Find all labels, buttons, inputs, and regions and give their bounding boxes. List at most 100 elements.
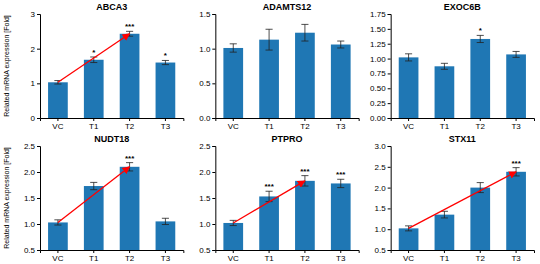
y-axis: 0.51.01.52.02.53.0 xyxy=(375,142,392,255)
y-tick: 3.0 xyxy=(375,142,391,151)
x-axis: VCT1T2T3 xyxy=(216,118,359,131)
y-tick-label: 1 xyxy=(31,79,36,88)
bar xyxy=(506,54,526,118)
y-tick-mark xyxy=(212,224,215,225)
significance-label: *** xyxy=(264,182,274,191)
y-tick-mark xyxy=(212,250,215,251)
y-tick-mark xyxy=(37,14,40,15)
y-tick: 1.5 xyxy=(375,204,391,213)
x-tick-mark xyxy=(516,250,517,253)
error-bar xyxy=(162,60,169,64)
x-tick-label: T1 xyxy=(440,122,450,131)
x-tick-label: T2 xyxy=(300,254,310,263)
x-axis-line xyxy=(391,251,534,254)
x-tick-mark xyxy=(340,118,341,121)
y-tick: 1.5 xyxy=(199,194,215,203)
x-tick: T2 xyxy=(300,250,310,263)
y-tick: 2.0 xyxy=(24,168,40,177)
x-tick: T3 xyxy=(511,118,521,131)
y-tick-label: 0.25 xyxy=(370,99,386,108)
chart-container: 0123VCT1T2T3*****ABCA3Related mRNA expre… xyxy=(0,0,540,264)
error-bar xyxy=(405,54,412,61)
y-tick: 1.25 xyxy=(370,40,391,49)
y-tick-label: 0.5 xyxy=(199,246,211,255)
y-tick-mark xyxy=(388,229,391,230)
y-tick: 0 xyxy=(31,114,40,123)
y-tick-label: 0.5 xyxy=(24,246,36,255)
x-tick: T3 xyxy=(511,250,521,263)
x-tick-mark xyxy=(165,250,166,253)
y-tick-label: 0.75 xyxy=(370,69,386,78)
x-tick: T3 xyxy=(336,250,346,263)
y-tick-label: 1.75 xyxy=(370,10,386,19)
x-tick-mark xyxy=(444,250,445,253)
y-tick-mark xyxy=(388,88,391,89)
y-tick-mark xyxy=(37,83,40,84)
bar xyxy=(120,34,140,118)
y-axis-line xyxy=(388,147,392,251)
y-tick-label: 2.0 xyxy=(199,168,211,177)
x-tick-label: T1 xyxy=(89,254,99,263)
y-tick-mark xyxy=(212,14,215,15)
x-tick-mark xyxy=(444,118,445,121)
y-tick-label: 1.5 xyxy=(199,10,211,19)
y-tick-mark xyxy=(37,250,40,251)
x-tick: T1 xyxy=(264,250,274,263)
bar xyxy=(84,186,104,250)
plot-area xyxy=(223,24,350,118)
x-tick-label: T3 xyxy=(336,254,346,263)
bar xyxy=(223,223,243,250)
y-tick-mark xyxy=(388,250,391,251)
bar xyxy=(399,57,419,118)
x-tick-label: T3 xyxy=(336,122,346,131)
arrow xyxy=(58,167,130,223)
significance-label: *** xyxy=(125,154,135,163)
y-tick: 0.5 xyxy=(24,246,40,255)
x-tick: VC xyxy=(403,118,414,131)
plot-area xyxy=(399,35,526,118)
y-tick: 1.0 xyxy=(375,225,391,234)
x-tick-mark xyxy=(93,250,94,253)
x-tick-label: VC xyxy=(52,254,63,263)
x-tick-mark xyxy=(408,118,409,121)
bar xyxy=(156,221,176,250)
y-tick-label: 2 xyxy=(31,45,36,54)
y-tick-label: 1.0 xyxy=(199,220,211,229)
y-tick-mark xyxy=(388,73,391,74)
x-tick-mark xyxy=(304,118,305,121)
x-tick: T3 xyxy=(336,118,346,131)
y-tick-mark xyxy=(212,49,215,50)
x-axis: VCT1T2T3 xyxy=(41,250,184,263)
x-tick-label: VC xyxy=(228,122,239,131)
error-bar xyxy=(513,168,520,176)
y-tick: 1.5 xyxy=(24,194,40,203)
x-tick: T2 xyxy=(476,118,486,131)
error-bar xyxy=(337,41,344,48)
y-tick-mark xyxy=(212,146,215,147)
error-bar xyxy=(477,35,484,42)
subplot-title: EXOC6B xyxy=(444,2,482,12)
subplot-title: NUDT18 xyxy=(94,134,129,144)
y-axis: 0.51.01.52.02.5 xyxy=(199,142,216,255)
y-tick: 1.75 xyxy=(370,10,391,19)
y-tick-mark xyxy=(388,208,391,209)
y-tick-label: 1.0 xyxy=(375,225,387,234)
y-tick-mark xyxy=(388,167,391,168)
y-tick: 2.5 xyxy=(24,142,40,151)
y-axis-line xyxy=(37,15,41,119)
error-bar xyxy=(301,24,308,41)
x-tick-mark xyxy=(516,118,517,121)
y-tick-mark xyxy=(37,146,40,147)
x-tick-label: VC xyxy=(403,254,414,263)
error-bar xyxy=(266,29,273,50)
x-tick-label: T1 xyxy=(264,122,274,131)
significance-label: * xyxy=(164,51,168,60)
bar xyxy=(331,183,351,250)
bar xyxy=(259,196,279,250)
y-tick-label: 1.5 xyxy=(375,204,387,213)
x-tick-mark xyxy=(93,118,94,121)
arrow xyxy=(58,34,130,83)
x-tick-label: T1 xyxy=(440,254,450,263)
y-tick-label: 1.25 xyxy=(370,40,386,49)
x-tick-label: VC xyxy=(52,122,63,131)
